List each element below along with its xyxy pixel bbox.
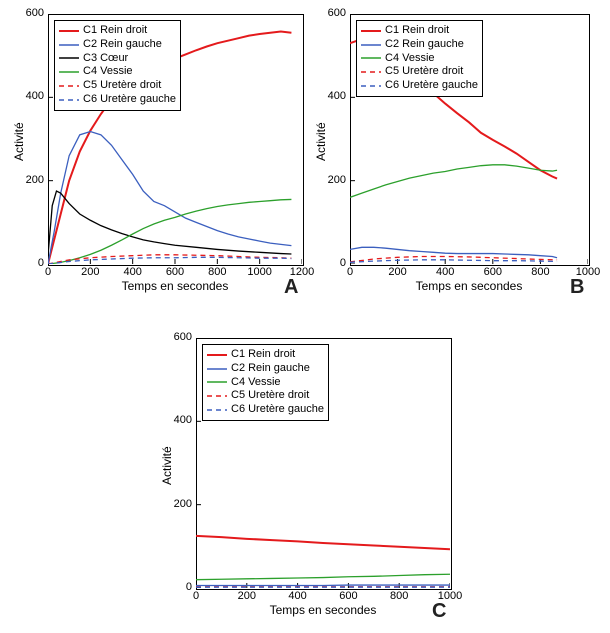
legend-B: C1 Rein droitC2 Rein gaucheC4 VessieC5 U…	[356, 20, 483, 97]
series-C1	[196, 536, 450, 549]
legend-row-C4: C4 Vessie	[59, 65, 176, 79]
legend-label-C1: C1 Rein droit	[231, 348, 295, 362]
legend-label-C2: C2 Rein gauche	[385, 38, 464, 52]
xtick-label: 400	[430, 266, 460, 278]
figure: 0200400600800100012000200400600ActivitéT…	[0, 0, 610, 633]
panel-letter-A: A	[284, 276, 298, 299]
xtick-label: 600	[478, 266, 508, 278]
series-C4	[350, 165, 557, 198]
xtick-label: 600	[160, 266, 190, 278]
ytick-label: 0	[14, 257, 44, 269]
legend-C: C1 Rein droitC2 Rein gaucheC4 VessieC5 U…	[202, 344, 329, 421]
xtick-label: 400	[283, 590, 313, 602]
series-C6	[350, 260, 557, 263]
legend-swatch-C6	[207, 405, 227, 415]
legend-swatch-C2	[207, 364, 227, 374]
xlabel-C: Temps en secondes	[196, 603, 450, 617]
legend-label-C5: C5 Uretère droit	[83, 79, 161, 93]
xtick-label: 800	[384, 590, 414, 602]
xtick-label: 200	[232, 590, 262, 602]
ytick-label: 200	[162, 498, 192, 510]
legend-row-C2: C2 Rein gauche	[207, 362, 324, 376]
legend-swatch-C5	[361, 67, 381, 77]
xtick-label: 400	[118, 266, 148, 278]
legend-swatch-C1	[207, 350, 227, 360]
legend-row-C3: C3 Cœur	[59, 52, 176, 66]
ytick-label: 400	[162, 414, 192, 426]
panel-C: 020040060080010000200400600ActivitéTemps…	[196, 338, 450, 588]
legend-label-C1: C1 Rein droit	[385, 24, 449, 38]
panel-A: 0200400600800100012000200400600ActivitéT…	[48, 14, 302, 264]
legend-row-C4: C4 Vessie	[361, 52, 478, 66]
legend-A: C1 Rein droitC2 Rein gaucheC3 CœurC4 Ves…	[54, 20, 181, 111]
legend-label-C5: C5 Uretère droit	[231, 389, 309, 403]
ylabel-B: Activité	[314, 122, 328, 161]
ytick-label: 0	[162, 581, 192, 593]
legend-label-C6: C6 Uretère gauche	[83, 93, 176, 107]
panel-B: 020040060080010000200400600ActivitéTemps…	[350, 14, 588, 264]
panel-letter-C: C	[432, 600, 446, 623]
legend-row-C4: C4 Vessie	[207, 376, 324, 390]
xtick-label: 1000	[245, 266, 275, 278]
legend-row-C1: C1 Rein droit	[361, 24, 478, 38]
series-C4	[196, 574, 450, 579]
legend-swatch-C3	[59, 53, 79, 63]
ytick-label: 600	[316, 7, 346, 19]
ytick-label: 400	[316, 90, 346, 102]
legend-swatch-C4	[59, 67, 79, 77]
legend-row-C6: C6 Uretère gauche	[207, 403, 324, 417]
legend-swatch-C5	[59, 81, 79, 91]
legend-label-C3: C3 Cœur	[83, 52, 128, 66]
xtick-label: 800	[525, 266, 555, 278]
xlabel-A: Temps en secondes	[48, 279, 302, 293]
ylabel-C: Activité	[160, 446, 174, 485]
panel-letter-B: B	[570, 276, 584, 299]
legend-row-C5: C5 Uretère droit	[361, 65, 478, 79]
legend-row-C6: C6 Uretère gauche	[59, 93, 176, 107]
legend-swatch-C4	[361, 53, 381, 63]
xtick-label: 200	[383, 266, 413, 278]
ytick-label: 200	[316, 174, 346, 186]
legend-swatch-C6	[59, 95, 79, 105]
xtick-label: 800	[202, 266, 232, 278]
ytick-label: 600	[14, 7, 44, 19]
legend-label-C5: C5 Uretère droit	[385, 65, 463, 79]
ytick-label: 400	[14, 90, 44, 102]
legend-swatch-C6	[361, 81, 381, 91]
legend-swatch-C1	[59, 26, 79, 36]
legend-row-C2: C2 Rein gauche	[59, 38, 176, 52]
legend-swatch-C5	[207, 391, 227, 401]
legend-swatch-C2	[361, 40, 381, 50]
legend-row-C5: C5 Uretère droit	[59, 79, 176, 93]
ytick-label: 0	[316, 257, 346, 269]
ytick-label: 200	[14, 174, 44, 186]
legend-label-C4: C4 Vessie	[83, 65, 133, 79]
legend-label-C2: C2 Rein gauche	[231, 362, 310, 376]
ytick-label: 600	[162, 331, 192, 343]
legend-label-C1: C1 Rein droit	[83, 24, 147, 38]
legend-label-C4: C4 Vessie	[385, 52, 435, 66]
xtick-label: 600	[333, 590, 363, 602]
legend-row-C2: C2 Rein gauche	[361, 38, 478, 52]
legend-label-C6: C6 Uretère gauche	[231, 403, 324, 417]
legend-label-C4: C4 Vessie	[231, 376, 281, 390]
legend-swatch-C4	[207, 377, 227, 387]
xtick-label: 200	[75, 266, 105, 278]
legend-row-C5: C5 Uretère droit	[207, 389, 324, 403]
series-C3	[48, 191, 291, 256]
legend-swatch-C2	[59, 40, 79, 50]
legend-row-C1: C1 Rein droit	[207, 348, 324, 362]
ylabel-A: Activité	[12, 122, 26, 161]
xlabel-B: Temps en secondes	[350, 279, 588, 293]
legend-swatch-C1	[361, 26, 381, 36]
legend-label-C6: C6 Uretère gauche	[385, 79, 478, 93]
legend-row-C6: C6 Uretère gauche	[361, 79, 478, 93]
legend-label-C2: C2 Rein gauche	[83, 38, 162, 52]
legend-row-C1: C1 Rein droit	[59, 24, 176, 38]
